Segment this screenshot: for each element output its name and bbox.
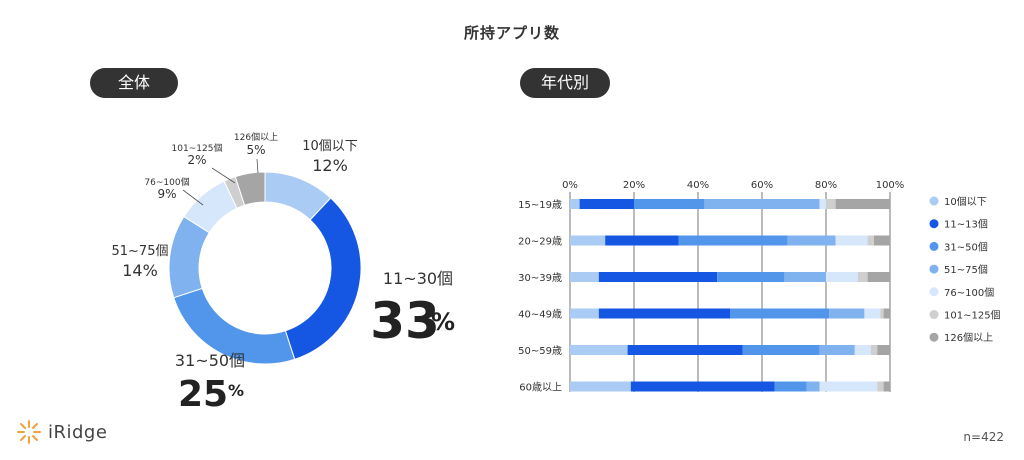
bar-segment (870, 345, 878, 355)
bar-segment (854, 345, 871, 355)
bar-segment (787, 235, 836, 246)
bar-segment (883, 381, 890, 392)
bar-segment (835, 199, 890, 209)
bar-segment (678, 235, 788, 246)
page-title: 所持アプリ数 (463, 24, 560, 42)
bar-segment (605, 235, 679, 246)
pie-value-label: 25 (178, 374, 228, 415)
leader-line (182, 189, 204, 206)
legend-marker (929, 219, 939, 229)
pie-category-label: 31~50個 (175, 351, 245, 370)
pie-value-label: 12% (312, 156, 348, 175)
legend-label: 126個以上 (944, 331, 993, 344)
logo-text: iRidge (48, 421, 108, 443)
legend-marker (929, 264, 939, 274)
bar-segment (858, 272, 868, 282)
pie-value-label: 2% (187, 153, 206, 167)
legend-label: 101~125個 (944, 309, 1001, 322)
x-tick-label: 80% (815, 180, 837, 191)
legend-label: 31~50個 (944, 240, 988, 253)
iridge-logo-icon (17, 420, 41, 444)
x-tick-label: 20% (623, 180, 645, 191)
pie-value-label: 5% (246, 143, 265, 157)
legend-marker (929, 287, 939, 297)
pie-value-label: 9% (157, 187, 176, 201)
y-category-label: 60歳以上 (519, 382, 562, 394)
bar-segment (570, 272, 599, 282)
pie-value-label: 33 (370, 292, 440, 350)
bar-segment (730, 308, 830, 319)
legend-marker (929, 241, 939, 251)
bar-segment (598, 308, 730, 319)
bar-segment (864, 308, 881, 319)
bar-segment (774, 381, 807, 392)
bar-segment (627, 345, 743, 355)
bar-segment (867, 272, 890, 282)
legend-marker (929, 332, 939, 342)
bar-segment (877, 345, 890, 355)
leader-line (256, 158, 259, 174)
bar-segment (877, 381, 884, 392)
bar-segment (579, 199, 634, 209)
bar-segment (880, 308, 884, 319)
bar-segment (570, 345, 628, 355)
sample-size: n=422 (963, 430, 1004, 444)
bar-segment (819, 381, 878, 392)
x-tick-label: 60% (751, 180, 773, 191)
pie-category-label: 76~100個 (144, 176, 189, 188)
y-category-label: 30~39歳 (518, 272, 562, 284)
bar-segment (826, 199, 836, 209)
bar-segment (717, 272, 785, 282)
leader-line (211, 167, 236, 184)
bar-segment (867, 235, 874, 246)
bar-segment (570, 235, 606, 246)
x-tick-label: 40% (687, 180, 709, 191)
y-category-label: 40~49歳 (518, 309, 562, 321)
pie-slice (284, 197, 362, 360)
bar-segment (570, 308, 599, 319)
age-section-label: 年代別 (520, 68, 610, 98)
pie-category-label: 51~75個 (112, 244, 169, 259)
bar-segment (883, 308, 890, 319)
pie-value-label: 14% (122, 261, 158, 280)
legend-label: 10個以下 (944, 195, 987, 208)
logo: iRidge (16, 419, 107, 445)
legend-label: 51~75個 (944, 263, 988, 276)
bar-segment (806, 381, 820, 392)
x-tick-label: 0% (562, 180, 578, 191)
bar-segment (598, 272, 718, 282)
y-category-label: 15~19歳 (518, 199, 562, 211)
pie-value-unit: % (431, 308, 455, 336)
bar-segment (826, 272, 858, 282)
bar-segment (819, 345, 855, 355)
bar-segment (634, 199, 705, 209)
legend-marker (929, 310, 939, 319)
bar-segment (630, 381, 775, 392)
pie-category-label: 126個以上 (234, 131, 278, 143)
bar-segment (570, 199, 580, 209)
bar-segment (835, 235, 868, 246)
bar-segment (819, 199, 826, 209)
pie-category-label: 10個以下 (302, 139, 358, 154)
overall-section-label: 全体 (90, 68, 178, 98)
bar-segment (704, 199, 820, 209)
legend-marker (929, 196, 939, 206)
pie-category-label: 11~30個 (383, 269, 453, 288)
y-category-label: 50~59歳 (518, 345, 562, 357)
legend-label: 11~13個 (944, 218, 988, 231)
y-category-label: 20~29歳 (518, 236, 562, 248)
x-tick-label: 100% (876, 180, 905, 191)
bar-segment (570, 381, 631, 392)
pie-slice (234, 171, 266, 206)
pie-value-unit: % (228, 381, 244, 400)
bar-segment (829, 308, 865, 319)
bar-segment (784, 272, 826, 282)
legend-label: 76~100個 (944, 286, 994, 299)
pie-category-label: 101~125個 (172, 142, 223, 154)
bar-segment (874, 235, 890, 246)
bar-segment (742, 345, 820, 355)
